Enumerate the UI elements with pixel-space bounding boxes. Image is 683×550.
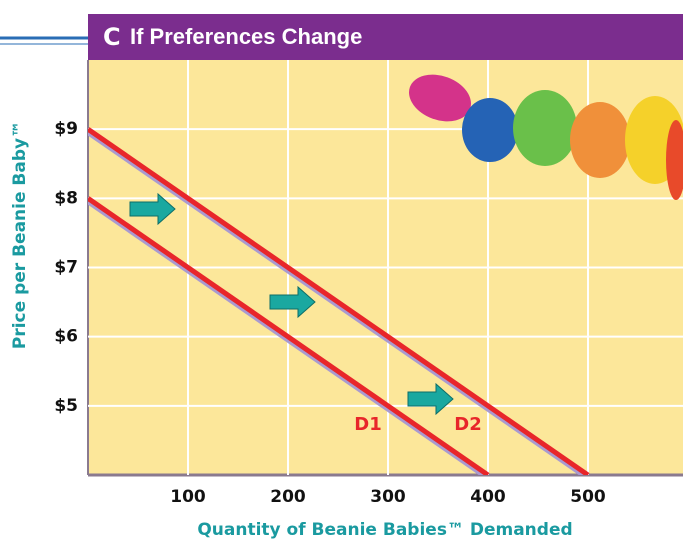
y-tick-label: $5: [54, 396, 78, 416]
x-axis-title: Quantity of Beanie Babies™ Demanded: [197, 520, 572, 540]
x-tick-label: 200: [270, 487, 306, 507]
chart-title: If Preferences Change: [130, 24, 362, 49]
x-tick-label: 100: [170, 487, 206, 507]
y-axis-title: Price per Beanie Baby™: [10, 121, 30, 349]
x-tick-label: 400: [470, 487, 506, 507]
series-label: D2: [454, 414, 481, 435]
y-tick-label: $7: [54, 258, 78, 278]
chart: C If Preferences Change Quantity of Bean…: [0, 0, 683, 550]
y-tick-label: $8: [54, 188, 78, 208]
x-tick-label: 500: [570, 487, 606, 507]
page: {"chart_data": {"type": "line", "panel":…: [0, 0, 683, 550]
x-tick-label: 300: [370, 487, 406, 507]
y-tick-label: $9: [54, 119, 78, 139]
series-label: D1: [354, 414, 381, 435]
panel-label: C: [103, 23, 121, 51]
y-tick-label: $6: [54, 327, 78, 347]
